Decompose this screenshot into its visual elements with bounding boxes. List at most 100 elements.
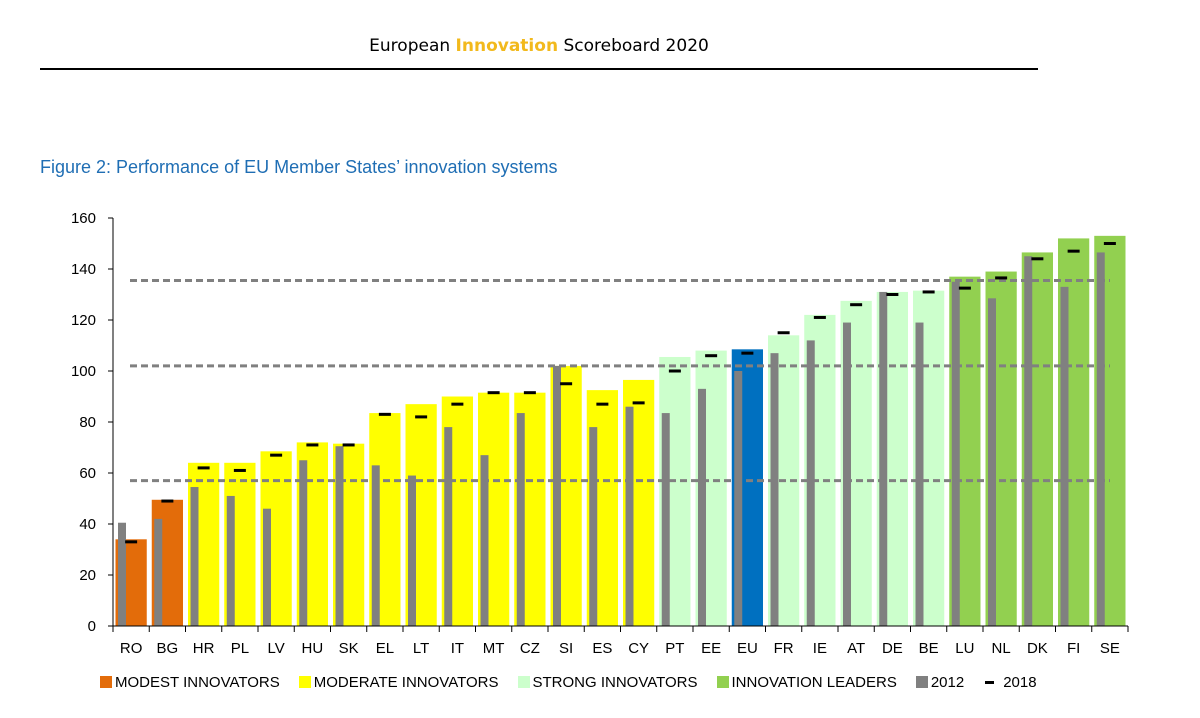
bar-2012-fi (1060, 286, 1069, 626)
legend-swatch (517, 676, 530, 688)
y-tick-label: 0 (88, 618, 96, 635)
bar-2012-pt (661, 413, 670, 626)
x-tick-label-cy: CY (628, 640, 649, 657)
x-tick-label-dk: DK (1027, 640, 1048, 657)
bar-2012-hu (299, 460, 308, 626)
marker-2018-sk (342, 443, 355, 447)
marker-2018-cy (632, 401, 645, 405)
marker-2018-ro (125, 540, 138, 544)
legend-swatch (716, 676, 729, 688)
x-tick-label-nl: NL (992, 640, 1011, 657)
bar-2012-ee (698, 388, 706, 626)
x-tick-label-hr: HR (193, 640, 215, 657)
y-tick-label: 80 (79, 414, 96, 431)
marker-2018-fi (1067, 249, 1080, 253)
legend-label: STRONG INNOVATORS (532, 673, 698, 691)
legend-label: INNOVATION LEADERS (731, 673, 897, 691)
legend-swatch (100, 676, 112, 688)
marker-2018-el (378, 412, 391, 416)
marker-2018-pt (668, 369, 681, 373)
y-tick-label: 60 (79, 465, 96, 482)
legend-swatch (915, 676, 928, 688)
bar-2012-cy (625, 406, 634, 626)
bar-2012-be (915, 322, 924, 626)
marker-2018-hu (306, 443, 319, 447)
marker-2018-eu (741, 351, 754, 355)
bar-2012-lu (951, 281, 960, 626)
x-tick-label-pl: PL (231, 640, 249, 657)
marker-2018-de (886, 293, 899, 296)
x-tick-label-lv: LV (268, 640, 285, 657)
legend-item-2012: 2012 (915, 673, 965, 691)
x-tick-label-at: AT (847, 640, 865, 657)
y-tick-label: 40 (79, 516, 96, 533)
bar-2012-es (589, 427, 598, 626)
marker-2018-lu (958, 286, 971, 290)
marker-2018-es (596, 402, 609, 406)
marker-2018-cz (523, 391, 536, 395)
page-header: European Innovation Scoreboard 2020 (40, 36, 1038, 70)
legend-swatch (985, 680, 995, 684)
x-tick-label-ro: RO (120, 640, 143, 657)
y-tick-label: 100 (71, 363, 96, 380)
figure-title: Figure 2: Performance of EU Member State… (40, 157, 558, 177)
y-tick-label: 160 (71, 210, 96, 227)
marker-2018-fr (777, 331, 790, 335)
bar-2012-si (553, 365, 561, 626)
marker-2018-be (922, 290, 935, 294)
header-title-accent: Innovation (455, 36, 559, 56)
legend-label: 2018 (1003, 673, 1037, 691)
x-tick-label-el: EL (376, 640, 394, 657)
x-tick-label-ee: EE (701, 640, 721, 657)
header-title: European Innovation Scoreboard 2020 (369, 36, 709, 56)
legend-label: MODERATE INNOVATORS (313, 673, 499, 691)
marker-2018-si (560, 382, 573, 386)
bar-2012-se (1096, 252, 1105, 627)
legend-item-moderate-innovators: MODERATE INNOVATORS (298, 673, 499, 691)
marker-2018-mt (487, 391, 500, 395)
bar-2012-nl (988, 298, 996, 626)
legend-item-strong-innovators: STRONG INNOVATORS (517, 673, 698, 691)
x-tick-label-se: SE (1100, 640, 1120, 657)
marker-2018-se (1103, 242, 1116, 245)
x-tick-label-si: SI (559, 640, 573, 657)
marker-2018-lv (270, 453, 283, 457)
bar-2012-mt (480, 455, 489, 626)
marker-2018-ee (705, 354, 718, 358)
x-tick-label-ie: IE (813, 640, 827, 657)
legend-label: 2012 (930, 673, 965, 691)
bar-2012-ie (806, 340, 815, 626)
bar-2012-el (371, 465, 380, 626)
x-tick-label-de: DE (882, 640, 903, 657)
x-tick-label-mt: MT (483, 640, 505, 657)
bar-2012-lt (408, 475, 416, 626)
x-tick-label-be: BE (919, 640, 939, 657)
y-tick-label: 120 (71, 312, 96, 329)
x-tick-label-lu: LU (955, 640, 974, 657)
bar-2012-eu (734, 371, 743, 626)
bar-2012-bg (154, 518, 163, 626)
bar-2012-it (444, 427, 453, 626)
bar-2012-lv (263, 508, 271, 626)
x-tick-label-hu: HU (302, 640, 324, 657)
x-tick-label-cz: CZ (520, 640, 540, 657)
x-tick-label-lt: LT (413, 640, 429, 657)
bar-2012-hr (190, 487, 199, 626)
marker-2018-lt (415, 415, 428, 419)
x-tick-label-es: ES (592, 640, 612, 657)
bar-2012-cz (516, 413, 525, 626)
bar-chart: 0 20 40 60 80 100 120 140 160 RO BG HR PL LV HU SK EL LT I… (71, 210, 1129, 657)
bar-2012-de (879, 291, 888, 626)
y-tick-label: 140 (71, 261, 96, 278)
x-tick-label-fi: FI (1067, 640, 1080, 657)
bar-2012-dk (1024, 256, 1033, 626)
x-tick-label-bg: BG (157, 640, 179, 657)
bar-2012-ro (118, 522, 126, 626)
marker-2018-it (451, 402, 464, 406)
legend-item-modest-innovators: MODEST INNOVATORS (100, 674, 280, 691)
bar-2012-at (843, 322, 851, 626)
marker-2018-ie (813, 315, 826, 319)
x-tick-label-fr: FR (774, 640, 794, 657)
marker-2018-bg (161, 499, 174, 503)
marker-2018-at (850, 303, 863, 307)
